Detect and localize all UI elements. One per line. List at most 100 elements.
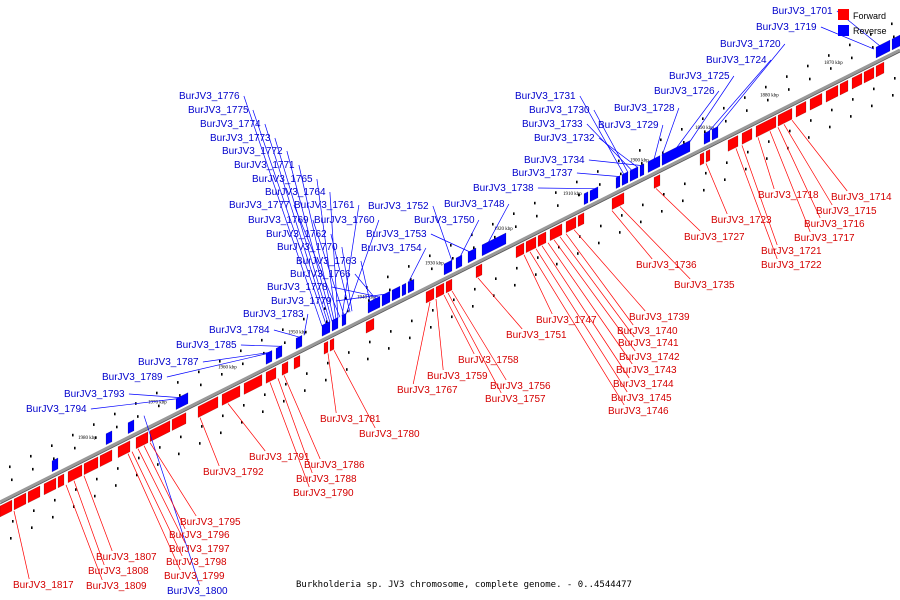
leader-line [653, 124, 664, 160]
leader-line [791, 119, 848, 192]
track-dot [807, 64, 809, 68]
gene-label: BurJV3_1767 [397, 385, 458, 396]
leader-line [529, 251, 625, 406]
track-dot [369, 340, 371, 344]
gene-label: BurJV3_1778 [267, 282, 328, 293]
reverse-gene-glyph [51, 457, 59, 473]
leader-line [619, 206, 691, 280]
leader-line [705, 163, 728, 215]
leader-line [559, 236, 635, 338]
kbp-tick-label: 1920 kbp [494, 227, 513, 232]
track-dot [557, 204, 559, 207]
track-dot [324, 307, 326, 310]
leader-line [547, 242, 633, 365]
track-dot [576, 180, 578, 184]
track-dot [513, 212, 515, 215]
gene-label: BurJV3_1770 [277, 242, 338, 253]
leader-line [316, 178, 337, 320]
track-dot [387, 275, 389, 279]
track-dot [199, 442, 201, 445]
gene-label: BurJV3_1751 [506, 330, 567, 341]
track-dot [660, 138, 662, 142]
track-dot [471, 233, 473, 237]
gene-label: BurJV3_1742 [619, 352, 680, 363]
gene-label: BurJV3_1729 [598, 120, 659, 131]
forward-gene-glyph [741, 128, 753, 145]
gene-label: BurJV3_1786 [304, 460, 365, 471]
gene-label: BurJV3_1720 [720, 39, 781, 50]
forward-gene-glyph [171, 412, 187, 431]
forward-gene-glyph [435, 282, 445, 299]
reverse-gene-glyph [629, 166, 639, 182]
gene-label: BurJV3_1757 [485, 394, 546, 405]
forward-gene-glyph [705, 149, 711, 163]
track-dot [620, 172, 622, 176]
leader-lines [13, 10, 881, 586]
gene-label: BurJV3_1792 [203, 467, 264, 478]
track-dot [284, 341, 286, 344]
track-dot [262, 410, 264, 413]
track-dot [410, 278, 412, 281]
gene-label: BurJV3_1771 [234, 160, 295, 171]
track-dot [661, 210, 663, 213]
track-dot [94, 494, 96, 498]
forward-gene-glyph [525, 236, 537, 254]
legend-forward-label: Forward [853, 11, 886, 21]
forward-gene-glyph [537, 231, 547, 248]
reverse-gene-glyph [331, 316, 339, 332]
leader-line [264, 123, 329, 324]
reverse-gene-glyph [127, 419, 135, 434]
gene-label: BurJV3_1766 [290, 269, 351, 280]
gene-label: BurJV3_1780 [359, 429, 420, 440]
track-dot [473, 246, 475, 249]
gene-label: BurJV3_1731 [515, 91, 576, 102]
forward-gene-glyph [99, 449, 113, 468]
gene-label: BurJV3_1763 [296, 256, 357, 267]
reverse-gene-glyph [175, 392, 189, 410]
reverse-gene-glyph [589, 186, 599, 202]
reverse-gene-glyph [367, 295, 381, 314]
leader-line [90, 398, 179, 410]
kbp-tick-label: 1910 kbp [563, 192, 582, 197]
leader-line [432, 205, 453, 262]
leader-line [166, 353, 269, 378]
gene-label: BurJV3_1791 [249, 452, 310, 463]
leader-line [598, 137, 639, 168]
track-dot [75, 488, 77, 491]
leader-line [293, 204, 341, 318]
track-dot [618, 159, 620, 163]
reverse-gene-glyph [481, 232, 507, 257]
leader-line [707, 59, 772, 133]
gene-label: BurJV3_1727 [684, 232, 745, 243]
track-dot [703, 188, 705, 192]
track-dot [138, 456, 140, 460]
reverse-gene-glyph [407, 278, 415, 294]
gene-label: BurJV3_1760 [314, 215, 375, 226]
leader-line [783, 124, 833, 206]
reverse-gene-glyph [265, 350, 273, 365]
gene-label: BurJV3_1787 [138, 357, 199, 368]
kbp-ticks: 1870 kbp 1880 kbp 1890 kbp 1900 kbp 1910 kbp… [78, 61, 843, 441]
track-dot [555, 191, 557, 194]
gene-label: BurJV3_1800 [167, 586, 228, 597]
track-dot [429, 254, 431, 258]
track-dot [726, 161, 728, 164]
forward-gene-glyph [795, 100, 807, 118]
reverse-gene-glyph [647, 155, 661, 173]
track-dot [534, 201, 536, 205]
leader-line [331, 286, 381, 298]
track-dot [95, 436, 97, 439]
track-dot [264, 393, 266, 396]
track-dot [326, 320, 328, 323]
reverse-gene-glyph [621, 171, 629, 186]
track-dot [388, 347, 390, 350]
track-dot [431, 267, 433, 271]
gene-label: BurJV3_1762 [266, 229, 327, 240]
forward-gene-glyph [825, 84, 839, 103]
leader-line [131, 451, 183, 557]
map-caption: Burkholderia sp. JV3 chromosome, complet… [296, 580, 632, 590]
leader-line [586, 123, 633, 171]
leader-line [537, 187, 597, 190]
leader-line [820, 26, 875, 50]
